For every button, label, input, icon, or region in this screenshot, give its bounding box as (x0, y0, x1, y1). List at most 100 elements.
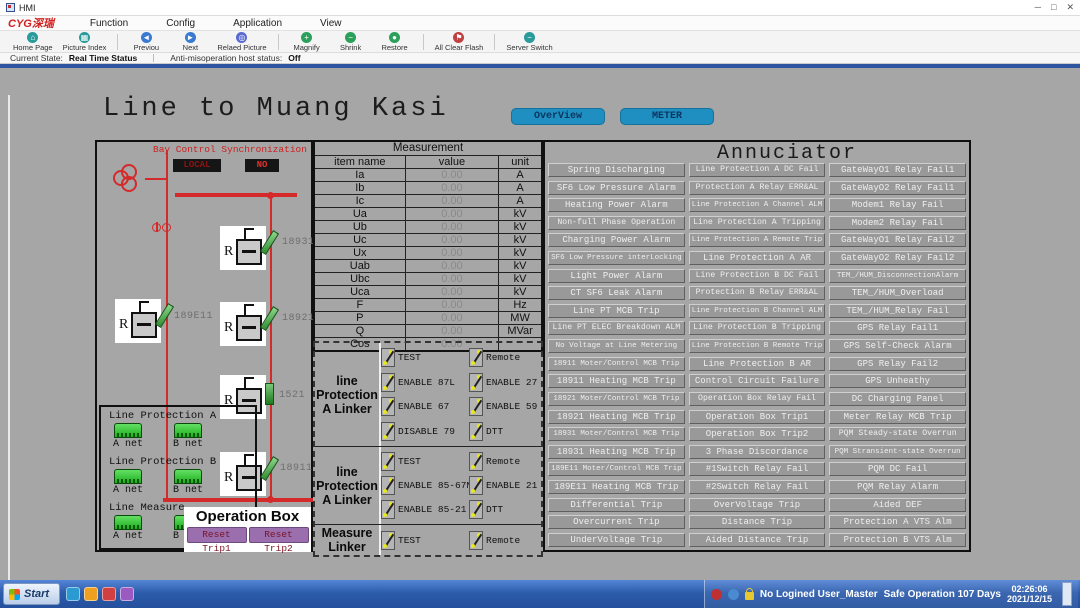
annunciator-tile[interactable]: Overcurrent Trip (548, 515, 685, 530)
annunciator-tile[interactable]: GateWayO2 Relay Fail1 (829, 180, 967, 195)
annunciator-tile[interactable]: GPS Relay Fail2 (829, 356, 967, 371)
annunciator-tile[interactable]: Distance Trip (688, 515, 826, 530)
annunciator-tile[interactable]: TEM_/HUM_Relay Fail (829, 303, 967, 318)
annunciator-tile[interactable]: Non-full Phase Operation (548, 215, 685, 230)
linker-switch-icon[interactable] (381, 530, 395, 550)
start-button[interactable]: Start (3, 583, 61, 605)
annunciator-tile[interactable]: Control Circuit Failure (688, 374, 826, 389)
annunciator-tile[interactable]: Protection B VTS Alm (829, 532, 967, 547)
annunciator-tile[interactable]: Line Protection B DC Fail (688, 268, 826, 283)
annunciator-tile[interactable]: Line PT ELEC Breakdown ALM (548, 321, 685, 336)
annunciator-tile[interactable]: 18931 Moter/Control MCB Trip (548, 427, 685, 442)
annunciator-tile[interactable]: Modem1 Relay Fail (829, 198, 967, 213)
annunciator-tile[interactable]: Aided Distance Trip (688, 532, 826, 547)
linker-switch-icon[interactable] (381, 347, 395, 367)
toolbar-related-picture-button[interactable]: ◎ Relaed Picture (212, 31, 271, 53)
annunciator-tile[interactable]: GPS Unheathy (829, 374, 967, 389)
toolbar-restore-button[interactable]: ● Restore (373, 31, 417, 53)
menu-view[interactable]: View (320, 17, 342, 29)
annunciator-tile[interactable]: Protection A VTS Alm (829, 515, 967, 530)
annunciator-tile[interactable]: Protection B Relay ERR&AL (688, 286, 826, 301)
linker-switch-icon[interactable] (469, 397, 483, 417)
annunciator-tile[interactable]: 18921 Moter/Control MCB Trip (548, 391, 685, 406)
breaker-1521[interactable]: R (220, 375, 266, 419)
toolbar-picture-index-button[interactable]: ▦ Picture Index (58, 31, 112, 53)
linker-switch-icon[interactable] (381, 475, 395, 495)
annunciator-tile[interactable]: 18911 Heating MCB Trip (548, 374, 685, 389)
overview-button[interactable]: OverView (511, 108, 605, 125)
annunciator-tile[interactable]: SF6 Low Pressure Alarm (548, 180, 685, 195)
annunciator-tile[interactable]: 189E11 Moter/Control MCB Trip (548, 462, 685, 477)
linker-switch-icon[interactable] (381, 500, 395, 520)
annunciator-tile[interactable]: Line Protection A DC Fail (688, 163, 826, 177)
linker-switch-icon[interactable] (469, 530, 483, 550)
breaker-18931[interactable]: R (220, 226, 266, 270)
annunciator-tile[interactable]: SF6 Low Pressure interLocking (548, 251, 685, 266)
breaker-189E11[interactable]: R (115, 299, 161, 343)
toolbar-all-clear-flash-button[interactable]: ⚑ All Clear Flash (430, 31, 489, 53)
menu-config[interactable]: Config (166, 17, 196, 29)
annunciator-tile[interactable]: #1Switch Relay Fail (688, 462, 826, 477)
toolbar-magnify-button[interactable]: + Magnify (285, 31, 329, 53)
annunciator-tile[interactable]: PQM Stransient-state Overrun (829, 444, 967, 459)
linker-switch-icon[interactable] (469, 500, 483, 520)
annunciator-tile[interactable]: Line Protection B AR (688, 356, 826, 371)
annunciator-tile[interactable]: TEM_/HUM_DisconnectionAlarm (829, 268, 967, 283)
annunciator-tile[interactable]: 189E11 Heating MCB Trip (548, 479, 685, 494)
toolbar-next-button[interactable]: ► Next (168, 31, 212, 53)
reset-trip1-button[interactable]: Reset Trip1 (186, 527, 247, 554)
annunciator-tile[interactable]: Line Protection A Tripping (688, 215, 826, 230)
alarm-tray-icon[interactable] (710, 588, 722, 600)
linker-switch-icon[interactable] (469, 422, 483, 442)
annunciator-tile[interactable]: Heating Power Alarm (548, 198, 685, 213)
annunciator-tile[interactable]: DC Charging Panel (829, 391, 967, 406)
annunciator-tile[interactable]: GateWayO1 Relay Fail1 (829, 163, 967, 177)
reset-trip2-button[interactable]: Reset Trip2 (248, 527, 309, 554)
annunciator-tile[interactable]: TEM_/HUM_Overload (829, 286, 967, 301)
annunciator-tile[interactable]: GateWayO2 Relay Fail2 (829, 251, 967, 266)
annunciator-tile[interactable]: GPS Relay Fail1 (829, 321, 967, 336)
meter-button[interactable]: METER (620, 108, 714, 125)
annunciator-tile[interactable]: Line Protection A AR (688, 251, 826, 266)
linker-switch-icon[interactable] (469, 475, 483, 495)
quick-launch-icon-3[interactable] (102, 587, 117, 601)
annunciator-tile[interactable]: 3 Phase Discordance (688, 444, 826, 459)
quick-launch-icon-1[interactable] (66, 587, 81, 601)
annunciator-tile[interactable]: Line PT MCB Trip (548, 303, 685, 318)
annunciator-tile[interactable]: GPS Self-Check Alarm (829, 339, 967, 354)
annunciator-tile[interactable]: Light Power Alarm (548, 268, 685, 283)
linker-switch-icon[interactable] (381, 397, 395, 417)
annunciator-tile[interactable]: Line Protection A Remote Trip (688, 233, 826, 248)
annunciator-tile[interactable]: UnderVoltage Trip (548, 532, 685, 547)
annunciator-tile[interactable]: Operation Box Trip2 (688, 427, 826, 442)
toolbar-previous-button[interactable]: ◄ Previou (124, 31, 168, 53)
annunciator-tile[interactable]: Line Protection B Tripping (688, 321, 826, 336)
annunciator-tile[interactable]: Aided DEF (829, 497, 967, 512)
annunciator-tile[interactable]: #2Switch Relay Fail (688, 479, 826, 494)
breaker-switch-1521[interactable] (265, 383, 274, 405)
toolbar-shrink-button[interactable]: − Shrink (329, 31, 373, 53)
annunciator-tile[interactable]: Line Protection B Channel ALM (688, 303, 826, 318)
annunciator-tile[interactable]: PQM DC Fail (829, 462, 967, 477)
quick-launch-icon-2[interactable] (84, 587, 99, 601)
annunciator-tile[interactable]: Line Protection A Channel ALM (688, 198, 826, 213)
annunciator-tile[interactable]: 18921 Heating MCB Trip (548, 409, 685, 424)
annunciator-tile[interactable]: 18911 Moter/Control MCB Trip (548, 356, 685, 371)
annunciator-tile[interactable]: GateWayO1 Relay Fail2 (829, 233, 967, 248)
annunciator-tile[interactable]: Meter Relay MCB Trip (829, 409, 967, 424)
annunciator-tile[interactable]: No Voltage at Line Metering (548, 339, 685, 354)
breaker-18911[interactable]: R (220, 452, 266, 496)
annunciator-tile[interactable]: Differential Trip (548, 497, 685, 512)
annunciator-tile[interactable]: Operation Box Trip1 (688, 409, 826, 424)
maximize-button[interactable]: □ (1051, 2, 1057, 12)
linker-switch-icon[interactable] (469, 372, 483, 392)
annunciator-tile[interactable]: Spring Discharging (548, 163, 685, 177)
annunciator-tile[interactable]: Charging Power Alarm (548, 233, 685, 248)
menu-application[interactable]: Application (233, 17, 283, 29)
toolbar-server-switch-button[interactable]: − Server Switch (501, 31, 557, 53)
close-button[interactable]: ✕ (1066, 2, 1074, 12)
annunciator-tile[interactable]: Modem2 Relay Fail (829, 215, 967, 230)
annunciator-tile[interactable]: Protection A Relay ERR&AL (688, 180, 826, 195)
show-desktop-button[interactable] (1062, 582, 1072, 606)
annunciator-tile[interactable]: 18931 Heating MCB Trip (548, 444, 685, 459)
